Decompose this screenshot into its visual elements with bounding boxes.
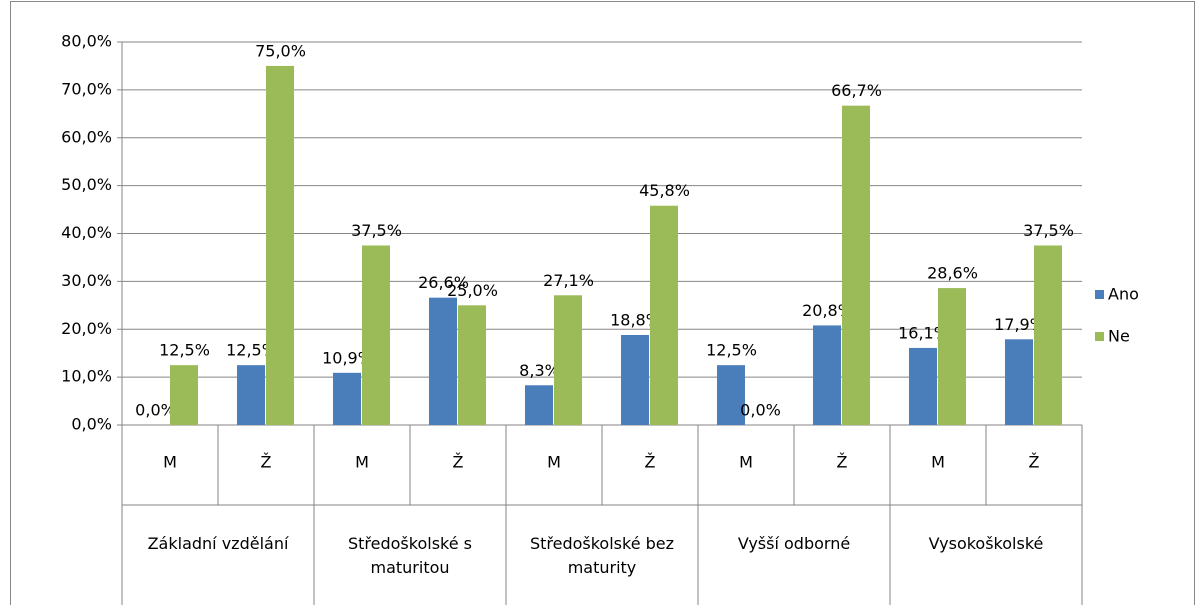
x-tick-label: Ž (837, 453, 848, 472)
data-label: 28,6% (927, 264, 978, 283)
x-tick-label: Ž (453, 453, 464, 472)
y-tick-label: 40,0% (61, 223, 112, 242)
data-label: 8,3% (519, 361, 560, 380)
bar (333, 372, 361, 425)
chart-border (10, 1, 1195, 605)
bar (842, 105, 870, 425)
x-tick-label: M (163, 453, 177, 472)
data-label: 12,5% (706, 341, 757, 360)
bar (237, 365, 265, 425)
y-tick-label: 80,0% (61, 32, 112, 51)
bar (458, 305, 486, 425)
x-tick-label: M (355, 453, 369, 472)
legend-label: Ne (1108, 327, 1130, 346)
data-label: 26,6% (418, 273, 469, 292)
bar (938, 288, 966, 425)
data-label: 20,8% (802, 301, 853, 320)
bar (621, 334, 649, 425)
y-tick-label: 30,0% (61, 271, 112, 290)
bar (429, 297, 457, 425)
data-label: 66,7% (831, 81, 882, 100)
x-tick-label: M (931, 453, 945, 472)
data-label: 10,9% (322, 348, 373, 367)
data-label: 37,5% (351, 221, 402, 240)
bar (650, 205, 678, 425)
data-label: 37,5% (1023, 221, 1074, 240)
group-label: Středoškolské bez maturity (529, 534, 675, 577)
bar (1034, 245, 1062, 425)
y-tick-label: 60,0% (61, 127, 112, 146)
bar (813, 325, 841, 425)
data-label: 0,0% (135, 401, 176, 420)
x-tick-label: Ž (261, 453, 272, 472)
data-label: 16,1% (898, 323, 949, 342)
x-tick-label: M (739, 453, 753, 472)
bar (717, 365, 745, 425)
y-tick-label: 20,0% (61, 319, 112, 338)
y-tick-label: 70,0% (61, 79, 112, 98)
legend-swatch (1095, 332, 1104, 341)
bar (525, 385, 553, 425)
y-tick-label: 10,0% (61, 367, 112, 386)
data-label: 17,9% (994, 315, 1045, 334)
group-label: Středoškolské s maturitou (347, 534, 472, 577)
group-label: Vyšší odborné (737, 534, 851, 553)
bar (266, 65, 294, 425)
y-tick-label: 50,0% (61, 175, 112, 194)
data-label: 12,5% (159, 341, 210, 360)
bar (170, 365, 198, 425)
x-tick-label: M (547, 453, 561, 472)
legend-swatch (1095, 290, 1104, 299)
x-tick-label: Ž (645, 453, 656, 472)
bar (554, 295, 582, 425)
group-label: Základní vzdělání (147, 534, 289, 553)
bar (362, 245, 390, 425)
legend-label: Ano (1108, 285, 1139, 304)
group-label: Vysokoškolské (928, 534, 1044, 553)
data-label: 75,0% (255, 41, 306, 60)
data-label: 25,0% (447, 281, 498, 300)
bar (909, 347, 937, 425)
x-tick-label: Ž (1029, 453, 1040, 472)
data-label: 45,8% (639, 181, 690, 200)
data-label: 27,1% (543, 271, 594, 290)
data-label: 18,8% (610, 310, 661, 329)
bar (1005, 339, 1033, 425)
y-tick-label: 0,0% (71, 415, 112, 434)
data-label: 0,0% (740, 401, 781, 420)
data-label: 12,5% (226, 341, 277, 360)
